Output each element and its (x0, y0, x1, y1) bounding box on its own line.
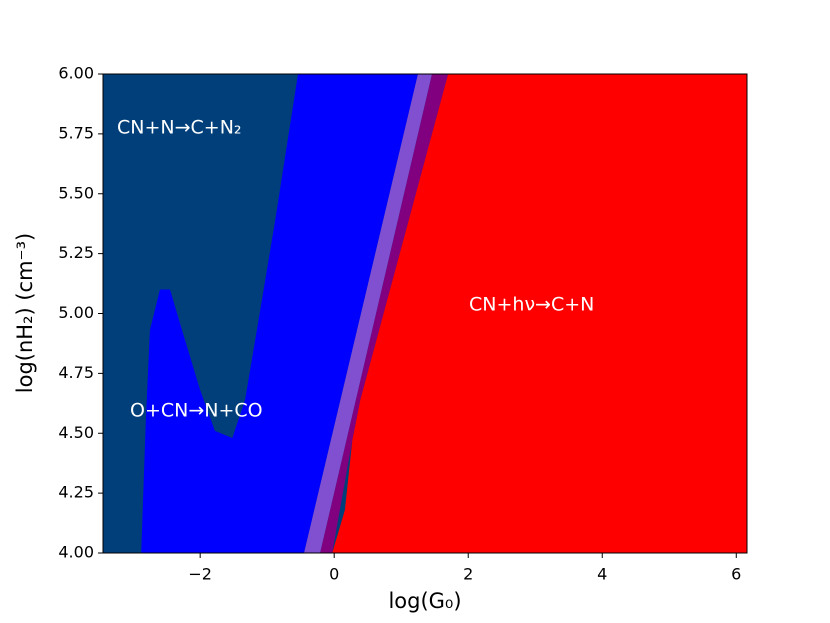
region-label: CN+N→C+N₂ (117, 117, 242, 139)
y-tick-label: 4.50 (58, 423, 94, 442)
y-tick-label: 4.25 (58, 483, 94, 502)
y-tick-label: 6.00 (58, 64, 94, 83)
x-tick-label: 6 (731, 565, 741, 584)
region (141, 74, 418, 553)
y-tick-label: 5.25 (58, 243, 94, 262)
y-tick-label: 5.00 (58, 303, 94, 322)
region (304, 74, 433, 553)
region (332, 74, 747, 553)
region-label: CN+hν→C+N (469, 294, 594, 316)
region-label: O+CN→N+CO (130, 400, 263, 422)
y-axis-label: log(nH₂) (cm⁻³) (13, 233, 37, 393)
x-tick-label: 4 (597, 565, 607, 584)
y-tick-label: 5.75 (58, 123, 94, 142)
plot-area (103, 74, 747, 553)
x-tick-label: 2 (463, 565, 473, 584)
x-tick-label: −2 (188, 565, 212, 584)
y-tick-label: 4.00 (58, 543, 94, 562)
x-tick-label: 0 (329, 565, 339, 584)
region (320, 74, 449, 553)
y-tick-label: 5.50 (58, 183, 94, 202)
x-axis-label: log(G₀) (388, 589, 461, 613)
y-tick-label: 4.75 (58, 363, 94, 382)
